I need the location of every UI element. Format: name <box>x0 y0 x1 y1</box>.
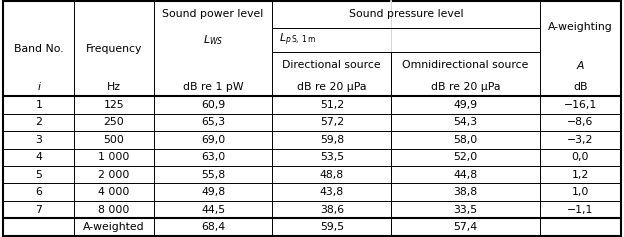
Text: 5: 5 <box>36 170 42 180</box>
Text: 4: 4 <box>36 152 42 162</box>
Text: 44,8: 44,8 <box>454 170 477 180</box>
Text: Sound power level: Sound power level <box>162 9 263 19</box>
Text: 57,4: 57,4 <box>454 222 477 232</box>
Text: 1,0: 1,0 <box>572 187 589 197</box>
Text: $L_{p\,\mathrm{S,\,1\,m}}$: $L_{p\,\mathrm{S,\,1\,m}}$ <box>278 32 316 48</box>
Text: 38,8: 38,8 <box>454 187 477 197</box>
Text: Band No.: Band No. <box>14 44 64 54</box>
Text: Sound pressure level: Sound pressure level <box>349 9 463 19</box>
Text: 60,9: 60,9 <box>201 100 225 110</box>
Text: 59,5: 59,5 <box>319 222 344 232</box>
Text: 3: 3 <box>36 135 42 145</box>
Text: $L_{WS}$: $L_{WS}$ <box>203 33 223 47</box>
Text: Hz: Hz <box>107 82 121 92</box>
Text: −3,2: −3,2 <box>567 135 593 145</box>
Text: 65,3: 65,3 <box>201 117 225 127</box>
Text: Omnidirectional source: Omnidirectional source <box>402 60 529 70</box>
Text: 54,3: 54,3 <box>454 117 477 127</box>
Text: 68,4: 68,4 <box>201 222 225 232</box>
Text: 58,0: 58,0 <box>453 135 477 145</box>
Text: 48,8: 48,8 <box>319 170 344 180</box>
Text: dB re 1 pW: dB re 1 pW <box>183 82 243 92</box>
Text: −1,1: −1,1 <box>567 205 593 215</box>
Text: −16,1: −16,1 <box>563 100 597 110</box>
Text: 250: 250 <box>104 117 124 127</box>
Text: 57,2: 57,2 <box>319 117 344 127</box>
Text: 53,5: 53,5 <box>319 152 344 162</box>
Text: 500: 500 <box>104 135 124 145</box>
Text: 2: 2 <box>36 117 42 127</box>
Text: 8 000: 8 000 <box>99 205 130 215</box>
Text: 59,8: 59,8 <box>319 135 344 145</box>
Text: dB re 20 μPa: dB re 20 μPa <box>431 82 500 92</box>
Text: Directional source: Directional source <box>283 60 381 70</box>
Text: 125: 125 <box>104 100 124 110</box>
Text: 52,0: 52,0 <box>453 152 477 162</box>
Text: 69,0: 69,0 <box>201 135 225 145</box>
Text: Frequency: Frequency <box>86 44 142 54</box>
Text: 49,8: 49,8 <box>201 187 225 197</box>
Text: 51,2: 51,2 <box>319 100 344 110</box>
Text: −8,6: −8,6 <box>567 117 593 127</box>
Text: 1: 1 <box>36 100 42 110</box>
Text: 33,5: 33,5 <box>454 205 477 215</box>
Text: 0,0: 0,0 <box>572 152 589 162</box>
Text: 1,2: 1,2 <box>572 170 589 180</box>
Text: 6: 6 <box>36 187 42 197</box>
Text: A-weighted: A-weighted <box>83 222 145 232</box>
Text: 43,8: 43,8 <box>319 187 344 197</box>
Text: $A$: $A$ <box>576 59 585 71</box>
Text: dB re 20 μPa: dB re 20 μPa <box>297 82 366 92</box>
Text: 2 000: 2 000 <box>99 170 130 180</box>
Text: 38,6: 38,6 <box>319 205 344 215</box>
Text: 7: 7 <box>36 205 42 215</box>
Text: 63,0: 63,0 <box>201 152 225 162</box>
Text: i: i <box>37 82 41 92</box>
Text: 49,9: 49,9 <box>454 100 477 110</box>
Text: A-weighting: A-weighting <box>548 22 613 32</box>
Text: 1 000: 1 000 <box>99 152 130 162</box>
Text: 4 000: 4 000 <box>99 187 130 197</box>
Text: 44,5: 44,5 <box>201 205 225 215</box>
Text: dB: dB <box>573 82 588 92</box>
Text: 55,8: 55,8 <box>201 170 225 180</box>
